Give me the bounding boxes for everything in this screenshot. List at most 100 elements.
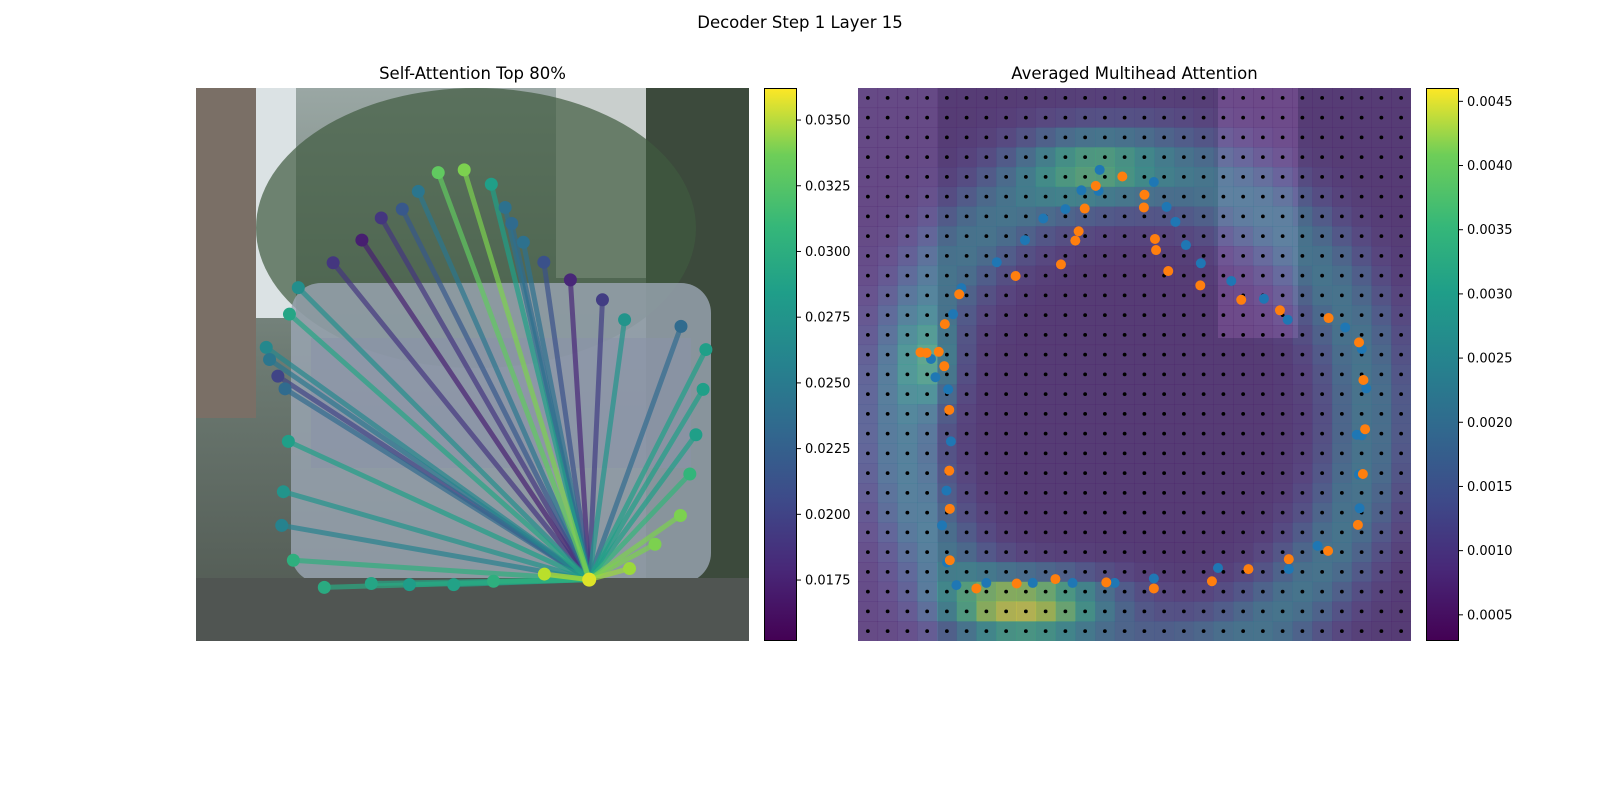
grid-dot [925,411,930,416]
grid-dot [1359,174,1364,179]
grid-dot [1181,234,1186,239]
grid-dot [865,352,870,357]
grid-dot [885,234,890,239]
grid-dot [944,214,949,219]
keypoint [395,202,409,216]
grid-dot [1339,194,1344,199]
grid-dot [1023,510,1028,515]
grid-dot [1004,530,1009,535]
keypoint [516,235,530,249]
grid-dot [1201,313,1206,318]
keypoint [281,434,295,448]
grid-dot [865,550,870,555]
grid-dot [1260,451,1265,456]
grid-dot [1004,550,1009,555]
grid-dot [1300,510,1305,515]
grid-dot [1339,471,1344,476]
grid-dot [885,550,890,555]
grid-dot [1260,115,1265,120]
grid-dot [1260,214,1265,219]
grid-dot [1102,95,1107,100]
grid-dot [1280,392,1285,397]
grid-dot [1280,431,1285,436]
grid-dot [1359,115,1364,120]
grid-dot [905,352,910,357]
orange-keypoint [1010,271,1021,282]
grid-dot [1063,471,1068,476]
grid-dot [1320,569,1325,574]
grid-dot [1063,550,1068,555]
grid-dot [1320,490,1325,495]
orange-keypoint [1050,574,1061,585]
grid-dot [1260,471,1265,476]
grid-dot [1063,135,1068,140]
grid-dot [1083,451,1088,456]
grid-dot [905,273,910,278]
grid-dot [1142,95,1147,100]
keypoint [317,580,331,594]
grid-dot [1359,550,1364,555]
grid-dot [1004,431,1009,436]
orange-keypoint [1139,189,1150,200]
keypoint [683,467,697,481]
grid-dot [1004,155,1009,160]
grid-dot [1122,135,1127,140]
grid-dot [944,115,949,120]
grid-dot [984,273,989,278]
grid-dot [905,234,910,239]
grid-dot [1083,332,1088,337]
grid-dot [1122,372,1127,377]
grid-dot [1221,214,1226,219]
grid-dot [944,609,949,614]
grid-dot [1260,194,1265,199]
blue-keypoint [1148,177,1159,188]
grid-dot [964,253,969,258]
grid-dot [885,214,890,219]
grid-dot [1221,411,1226,416]
grid-dot [1181,411,1186,416]
grid-dot [964,629,969,634]
grid-dot [1221,392,1226,397]
grid-dot [1399,530,1404,535]
keypoint [699,343,713,357]
orange-keypoint [1148,583,1159,594]
grid-dot [984,609,989,614]
grid-dot [925,490,930,495]
grid-dot [1142,214,1147,219]
grid-dot [1379,135,1384,140]
grid-dot [1241,234,1246,239]
grid-dot [1162,135,1167,140]
grid-dot [1023,273,1028,278]
grid-dot [1339,372,1344,377]
grid-dot [1201,273,1206,278]
grid-dot [885,609,890,614]
orange-keypoint [939,319,950,330]
grid-dot [1181,589,1186,594]
grid-dot [1083,392,1088,397]
grid-dot [1359,234,1364,239]
keypoint [648,537,662,551]
grid-dot [905,392,910,397]
grid-dot [1241,95,1246,100]
grid-dot [1201,431,1206,436]
grid-dot [1241,273,1246,278]
blue-keypoint [1020,235,1031,246]
blue-keypoint [1340,322,1351,333]
grid-dot [1083,471,1088,476]
keypoint [595,293,609,307]
grid-dot [1280,234,1285,239]
grid-dot [1043,234,1048,239]
grid-dot [1241,313,1246,318]
grid-dot [925,174,930,179]
keypoint [276,485,290,499]
grid-dot [944,629,949,634]
grid-dot [1201,95,1206,100]
grid-dot [1162,234,1167,239]
grid-dot [1399,629,1404,634]
grid-dot [1241,451,1246,456]
grid-dot [1142,234,1147,239]
grid-dot [865,629,870,634]
grid-dot [984,451,989,456]
colorbar-tick-label: 0.0005 [1467,608,1513,623]
grid-dot [1083,352,1088,357]
